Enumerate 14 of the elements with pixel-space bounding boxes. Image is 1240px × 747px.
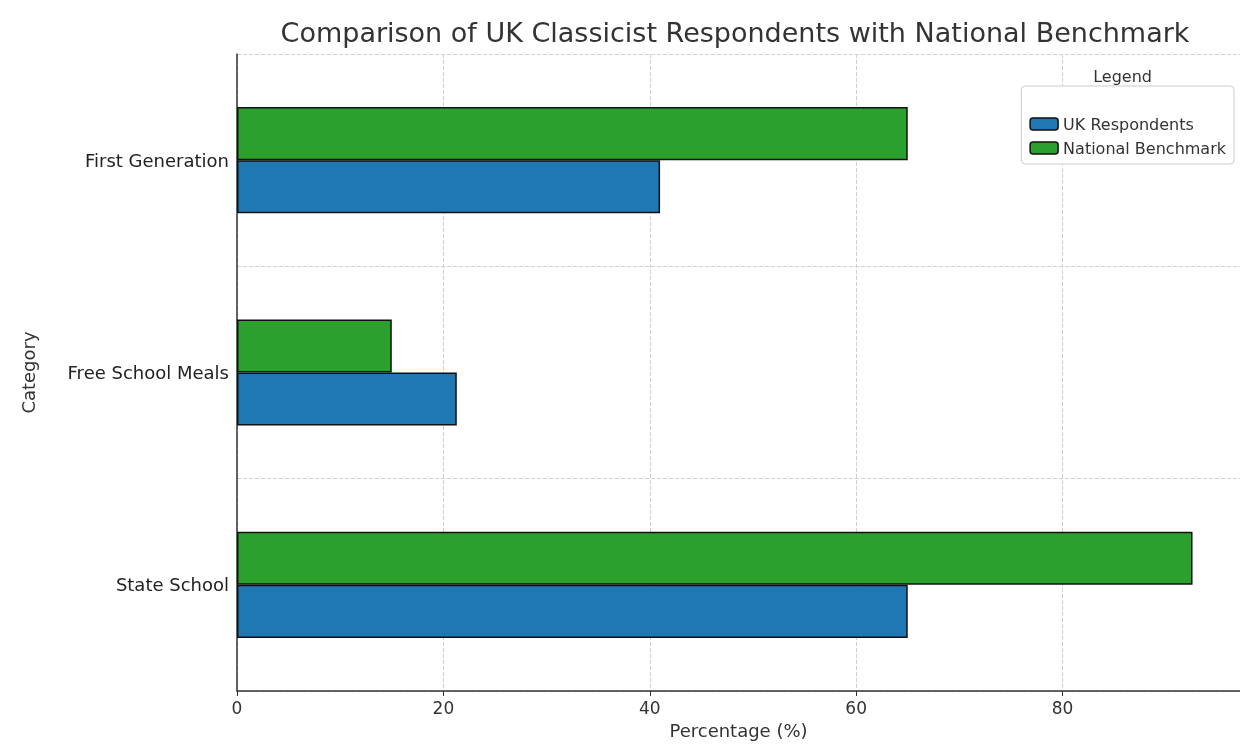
y-axis-title: Category: [17, 331, 39, 414]
legend-title: Legend: [1093, 66, 1153, 86]
x-tick-label: 0: [231, 697, 243, 718]
y-tick-label: Free School Meals: [67, 362, 229, 383]
x-axis-title: Percentage (%): [669, 719, 808, 741]
x-tick-label: 80: [1051, 697, 1074, 718]
chart-title: Comparison of UK Classicist Respondents with National Benchmark: [280, 17, 1190, 48]
x-tick-label: 40: [638, 697, 661, 718]
legend-label: UK Respondents: [1063, 114, 1194, 134]
x-tick-label: 20: [432, 697, 455, 718]
y-tick-label: First Generation: [84, 149, 229, 171]
y-tick-label: State School: [115, 574, 229, 596]
x-tick-label: 60: [845, 697, 867, 718]
legend-label: National Benchmark: [1063, 138, 1227, 158]
